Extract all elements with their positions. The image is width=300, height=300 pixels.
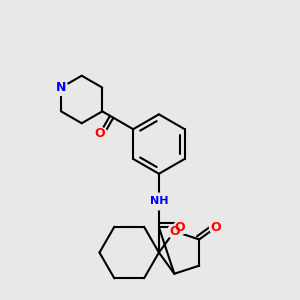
Text: O: O bbox=[94, 127, 105, 140]
Text: O: O bbox=[211, 221, 221, 234]
Text: O: O bbox=[169, 225, 180, 238]
Text: NH: NH bbox=[150, 196, 168, 206]
Text: N: N bbox=[56, 81, 66, 94]
Text: O: O bbox=[174, 221, 185, 234]
